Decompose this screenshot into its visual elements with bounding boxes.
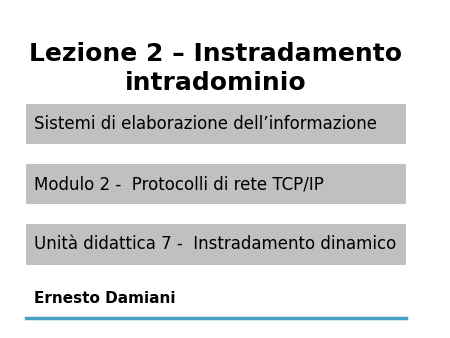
- Text: Sistemi di elaborazione dell’informazione: Sistemi di elaborazione dell’informazion…: [34, 115, 377, 133]
- Text: Lezione 2 – Instradamento
intradominio: Lezione 2 – Instradamento intradominio: [29, 42, 402, 95]
- FancyBboxPatch shape: [26, 224, 405, 265]
- Text: Ernesto Damiani: Ernesto Damiani: [34, 291, 175, 306]
- FancyBboxPatch shape: [26, 164, 405, 204]
- Text: Unità didattica 7 -  Instradamento dinamico: Unità didattica 7 - Instradamento dinami…: [34, 236, 396, 254]
- Text: Modulo 2 -  Protocolli di rete TCP/IP: Modulo 2 - Protocolli di rete TCP/IP: [34, 175, 324, 193]
- FancyBboxPatch shape: [26, 104, 405, 144]
